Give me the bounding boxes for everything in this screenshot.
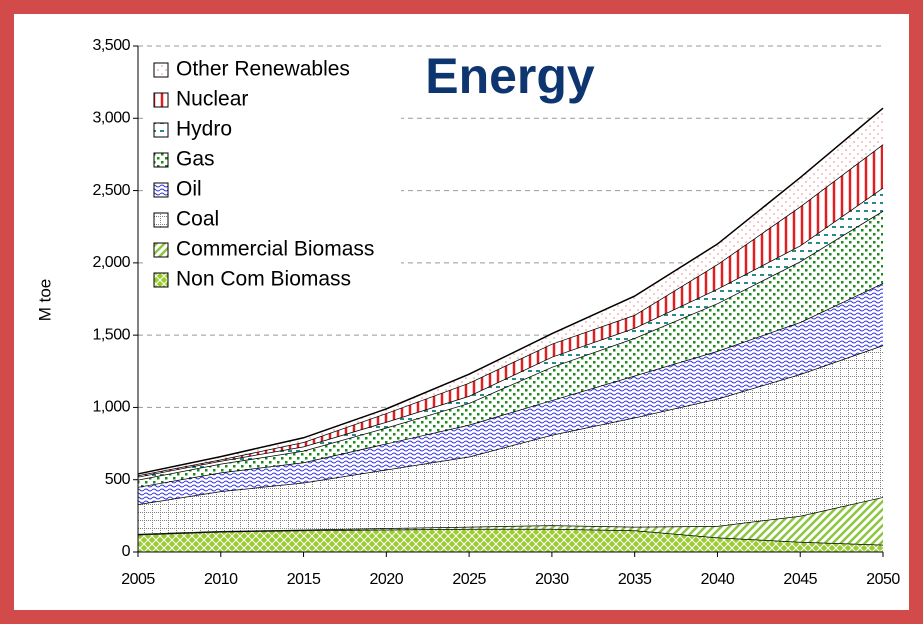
legend-swatch (153, 242, 169, 258)
area (138, 497, 883, 545)
y-axis-label: M toe (35, 279, 54, 322)
y-tick-label: 2,000 (92, 254, 130, 271)
y-tick-label: 2,500 (92, 182, 130, 199)
x-tick-label: 2005 (121, 571, 155, 588)
legend-label: Gas (176, 148, 215, 171)
area (138, 283, 883, 505)
area-edge (137, 187, 884, 478)
legend-label: Commercial Biomass (176, 238, 374, 261)
x-tick-label: 2015 (287, 571, 321, 588)
legend-bg (146, 52, 401, 302)
legend-swatch (153, 92, 169, 108)
x-tick-label: 2050 (866, 571, 900, 588)
y-tick-label: 1,500 (92, 326, 130, 343)
x-tick-label: 2020 (370, 571, 404, 588)
x-tick-label: 2035 (618, 571, 652, 588)
legend-label: Nuclear (176, 88, 248, 111)
area (138, 528, 883, 552)
legend-swatch (153, 62, 169, 78)
y-tick-label: 500 (105, 471, 131, 488)
x-tick-label: 2030 (535, 571, 569, 588)
y-tick-label: 0 (122, 543, 131, 560)
y-tick-label: 3,500 (92, 37, 130, 54)
legend-swatch (153, 152, 169, 168)
legend-label: Oil (176, 178, 202, 201)
legend-label: Coal (176, 208, 219, 231)
x-tick-label: 2025 (452, 571, 486, 588)
legend-label: Other Renewables (176, 58, 350, 81)
x-tick-label: 2040 (701, 571, 735, 588)
y-tick-label: 1,000 (92, 399, 130, 416)
legend-swatch (153, 122, 169, 138)
chart-title: Energy (425, 48, 595, 104)
legend-label: Hydro (176, 118, 232, 141)
area-edge (137, 107, 884, 475)
area (138, 345, 883, 534)
legend-swatch (153, 182, 169, 198)
legend-swatch (153, 272, 169, 288)
x-tick-label: 2010 (204, 571, 238, 588)
legend-label: Non Com Biomass (176, 268, 351, 291)
legend-swatch (153, 212, 169, 228)
y-tick-label: 3,000 (92, 110, 130, 127)
x-tick-label: 2045 (783, 571, 817, 588)
